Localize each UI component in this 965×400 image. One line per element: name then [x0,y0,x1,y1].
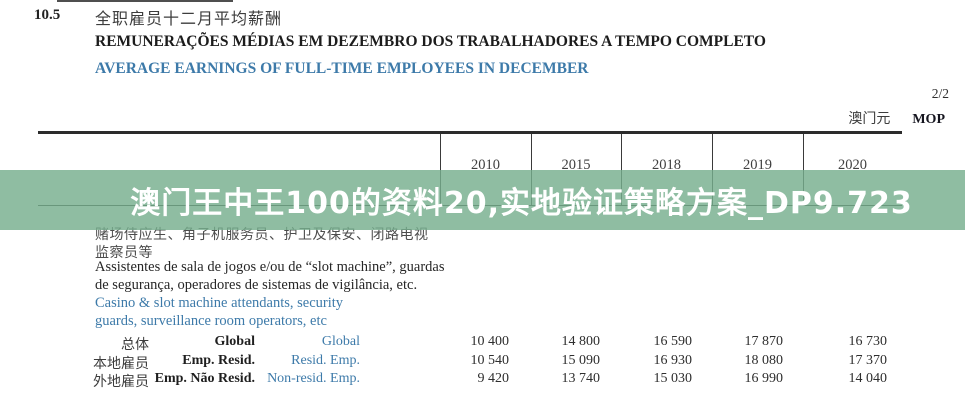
currency-unit: 澳门元 MOP [848,108,945,128]
year-header-2019: 2019 [743,157,772,173]
occupation-pt-line1: Assistentes de sala de jogos e/ou de “sl… [95,259,445,275]
cell-value: 16 990 [744,371,784,386]
cell-value: 14 040 [848,371,888,386]
ad-banner-overlay[interactable]: 澳门王中王100的资料20,实地验证策略方案_DP9.723 [0,170,965,230]
table-top-border [38,131,902,134]
cell-value: 13 740 [561,371,601,386]
occupation-en-line2: guards, surveillance room operators, etc [95,313,327,329]
occupation-zh-line1: 赌场侍应生、角子机服务员、护卫及保安、闭路电视 [95,228,429,243]
currency-label-zh: 澳门元 [848,112,891,127]
cell-value: 17 370 [848,353,888,368]
section-number: 10.5 [34,7,61,23]
column-divider [621,133,623,205]
cell-value: 15 090 [561,353,601,368]
occupation-zh-line2: 监察员等 [95,246,153,261]
year-header-2010: 2010 [471,157,500,173]
column-divider [712,133,714,205]
row-label-pt: Global [214,334,255,349]
row-label-pt: Emp. Não Resid. [154,371,255,386]
top-edge-artifact [57,0,233,2]
cell-value: 18 080 [744,353,784,368]
cell-value: 9 420 [477,371,510,386]
page-indicator: 2/2 [931,86,949,101]
cell-value: 10 540 [470,353,510,368]
row-label-pt: Emp. Resid. [182,353,255,368]
cell-value: 16 590 [653,334,693,349]
title-pt: REMUNERAÇÕES MÉDIAS EM DEZEMBRO DOS TRAB… [95,33,766,50]
cell-value: 10 400 [470,334,510,349]
row-label-en: Global [321,334,360,349]
column-divider [531,133,533,205]
row-label-zh: 外地雇员 [93,375,149,390]
occupation-pt-line2: de segurança, operadores de sistemas de … [95,277,418,293]
ad-banner-text: 澳门王中王100的资料20,实地验证策略方案_DP9.723 [130,186,913,221]
column-divider [440,133,442,205]
year-header-2020: 2020 [838,157,867,173]
cell-value: 14 800 [561,334,601,349]
year-header-2015: 2015 [561,157,591,173]
row-label-zh: 总体 [121,338,149,353]
cell-value: 16 730 [848,334,888,349]
row-label-en: Non-resid. Emp. [267,371,360,386]
title-en: AVERAGE EARNINGS OF FULL-TIME EMPLOYEES … [95,60,589,77]
year-header-2018: 2018 [652,157,681,173]
column-divider [803,133,805,205]
cell-value: 15 030 [653,371,693,386]
row-label-en: Resid. Emp. [291,353,360,368]
currency-label-mop: MOP [912,112,945,127]
title-zh: 全职雇员十二月平均薪酬 [95,11,283,28]
cell-value: 17 870 [744,334,784,349]
row-label-zh: 本地雇员 [93,357,149,372]
occupation-en-line1: Casino & slot machine attendants, securi… [95,295,344,311]
cell-value: 16 930 [653,353,693,368]
